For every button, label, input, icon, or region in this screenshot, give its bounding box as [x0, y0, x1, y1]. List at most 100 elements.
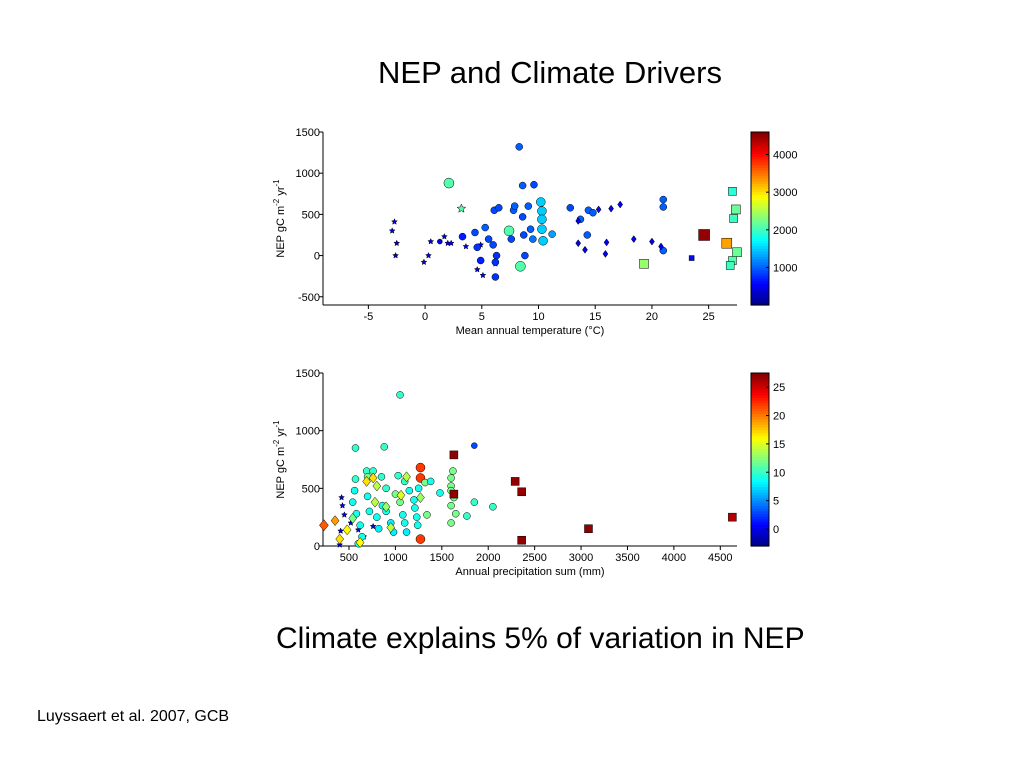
colorbar-segment	[751, 432, 769, 436]
colorbar-segment	[751, 288, 769, 293]
data-point-diamond	[603, 238, 610, 247]
y-tick-label: 0	[314, 251, 320, 263]
data-point-star	[388, 227, 396, 234]
colorbar-segment	[751, 204, 769, 209]
colorbar-segment	[751, 427, 769, 431]
data-point-circle	[524, 202, 533, 210]
colorbar-segment	[751, 535, 769, 539]
data-point-circle	[374, 524, 383, 533]
colorbar-segment	[751, 183, 769, 187]
data-point-diamond	[602, 249, 609, 258]
colorbar-segment	[751, 215, 769, 220]
data-point-circle	[350, 486, 359, 495]
data-point-diamond	[402, 471, 411, 483]
data-point-circle	[458, 232, 467, 241]
data-point-circle	[365, 507, 374, 516]
colorbar-segment	[751, 494, 769, 498]
data-point-square	[517, 487, 526, 497]
data-point-circle	[471, 228, 479, 237]
data-point-circle	[363, 492, 372, 501]
data-point-square	[731, 204, 741, 215]
colorbar-segment	[751, 467, 769, 471]
data-point-circle	[489, 241, 497, 249]
slide-subtitle: Climate explains 5% of variation in NEP	[276, 622, 805, 655]
data-point-star	[339, 501, 346, 509]
data-point-circle	[373, 513, 381, 521]
x-tick-label: -5	[363, 311, 373, 323]
colorbar-frame	[750, 372, 770, 547]
colorbar-segment	[751, 397, 769, 401]
x-tick-label: 3000	[569, 552, 593, 564]
data-point-circle	[413, 513, 421, 521]
colorbar-segment	[751, 486, 769, 490]
colorbar-segment	[751, 543, 769, 547]
data-point-diamond	[348, 512, 358, 524]
colorbar-segment	[751, 408, 769, 412]
colorbar-segment	[751, 150, 769, 155]
data-point-diamond	[342, 524, 352, 536]
x-tick-label: 1000	[383, 552, 407, 564]
data-point-square	[728, 512, 737, 522]
y-axis-label: NEP gC m-2 yr-1	[272, 420, 287, 499]
colorbar-segment	[751, 381, 769, 385]
citation: Luyssaert et al. 2007, GCB	[37, 708, 230, 725]
colorbar-segment	[751, 373, 769, 377]
colorbar-segment	[751, 259, 769, 263]
y-tick-label: 500	[302, 209, 320, 221]
colorbar-segment	[751, 437, 769, 442]
slide-title: NEP and Climate Drivers	[378, 55, 722, 90]
colorbar-segment	[751, 508, 769, 512]
data-point-circle	[503, 225, 515, 237]
colorbar-segment	[751, 383, 769, 388]
data-point-square	[732, 247, 742, 258]
data-point-square	[510, 477, 520, 486]
data-point-circle	[526, 225, 535, 233]
colorbar-segment	[751, 283, 769, 287]
data-point-diamond	[608, 204, 614, 213]
colorbar-segment	[751, 532, 769, 536]
data-point-star	[393, 239, 401, 247]
data-point-circle	[489, 503, 497, 511]
data-point-circle	[521, 251, 529, 260]
colorbar-tick-label: 0	[773, 524, 779, 536]
x-tick-label: 500	[340, 552, 358, 564]
colorbar-segment	[751, 456, 769, 461]
colorbar-segment	[751, 137, 769, 141]
data-point-square	[688, 255, 695, 261]
data-point-circle	[436, 489, 444, 497]
colorbar-segment	[751, 169, 769, 174]
data-point-star	[390, 218, 398, 225]
precipitation-scatter-chart: 500 1000 1500 2000 2500 3000 3500 4000 4500 0 500 1…	[272, 368, 785, 578]
data-point-circle	[415, 462, 426, 473]
colorbar-tick-label: 1000	[773, 262, 797, 274]
data-point-diamond	[582, 245, 588, 254]
x-axis-label: Mean annual temperature (°C)	[456, 325, 605, 337]
colorbar-segment	[751, 435, 769, 439]
data-point-circle	[451, 509, 460, 518]
data-point-diamond	[595, 205, 602, 214]
colorbar-segment	[751, 475, 769, 480]
colorbar-segment	[751, 275, 769, 279]
colorbar-segment	[751, 391, 769, 396]
y-tick-label: 1500	[296, 368, 320, 380]
colorbar-segment	[751, 264, 769, 268]
colorbar-segment	[751, 470, 769, 474]
data-point-square	[721, 237, 733, 249]
colorbar-segment	[751, 229, 769, 233]
colorbar-segment	[751, 196, 769, 201]
colorbar-segment	[751, 153, 769, 157]
data-point-circle	[515, 143, 523, 151]
colorbar-segment	[751, 400, 769, 404]
data-point-circle	[583, 231, 592, 239]
y-tick-label: 1500	[296, 127, 320, 139]
data-point-circle	[491, 273, 500, 281]
x-tick-label: 4000	[662, 552, 686, 564]
data-point-diamond	[649, 237, 655, 246]
colorbar-segment	[751, 527, 769, 531]
colorbar-segment	[751, 421, 769, 425]
data-point-circle	[449, 467, 457, 475]
data-point-circle	[463, 512, 471, 520]
colorbar-frame	[750, 131, 770, 306]
data-point-diamond	[386, 522, 396, 533]
y-tick-label: -500	[298, 292, 320, 304]
